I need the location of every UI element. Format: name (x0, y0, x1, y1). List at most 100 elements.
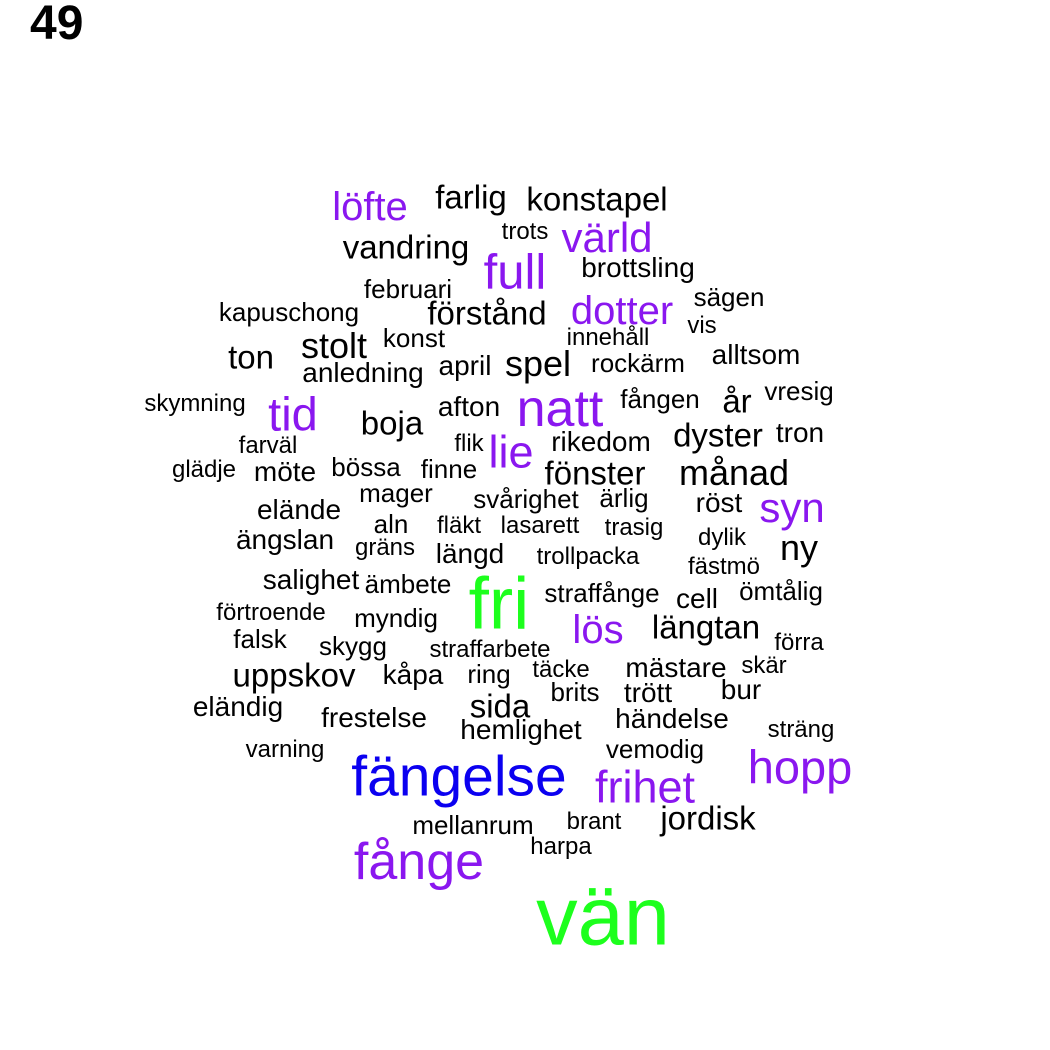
word-56: gräns (354, 534, 416, 561)
word-92: hopp (747, 740, 853, 794)
word-3: trots (501, 218, 549, 245)
word-37: glädje (171, 456, 237, 483)
word-6: full (483, 245, 547, 300)
word-98: fånge (353, 833, 485, 891)
word-93: frihet (594, 761, 696, 813)
word-68: längtan (651, 608, 761, 646)
word-51: lasarett (500, 512, 580, 539)
word-16: stolt (300, 325, 368, 366)
word-69: lös (572, 608, 624, 652)
word-31: dyster (673, 416, 763, 454)
word-24: skymning (144, 390, 246, 417)
word-65: ömtålig (739, 576, 823, 606)
word-99: vän (536, 869, 670, 963)
word-49: aln (373, 509, 409, 539)
word-73: förra (774, 629, 824, 656)
word-94: jordisk (660, 799, 756, 837)
word-84: sida (469, 687, 531, 725)
word-88: sträng (767, 716, 835, 743)
word-91: fängelse (351, 744, 567, 809)
word-70: falsk (233, 624, 287, 654)
word-17: ton (228, 338, 274, 376)
word-11: förstånd (427, 294, 547, 332)
word-29: år (722, 382, 752, 420)
word-30: boja (360, 404, 424, 442)
word-0: löfte (332, 185, 408, 229)
word-62: fri (468, 563, 530, 645)
word-2: konstapel (526, 180, 668, 218)
word-27: natt (516, 380, 604, 438)
word-10: kapuschong (218, 297, 360, 327)
word-13: vis (687, 312, 717, 339)
word-26: afton (437, 391, 501, 422)
word-22: anledning (302, 357, 424, 388)
word-50: fläkt (436, 512, 482, 539)
word-89: varning (245, 736, 325, 763)
word-55: ny (779, 527, 819, 568)
word-23: vresig (764, 376, 834, 406)
word-45: ärlig (599, 483, 649, 513)
word-77: täcke (532, 656, 590, 683)
word-12: dotter (570, 289, 674, 333)
word-87: hemlighet (460, 714, 582, 745)
word-97: harpa (530, 833, 592, 860)
word-52: trasig (604, 514, 664, 541)
word-15: innehåll (566, 324, 650, 351)
word-1: farlig (435, 178, 507, 216)
word-7: brottsling (581, 252, 695, 283)
word-46: elände (256, 494, 342, 525)
word-72: straffarbete (429, 636, 551, 663)
word-61: ämbete (364, 569, 452, 599)
word-75: kåpa (382, 659, 444, 690)
word-9: sägen (693, 282, 765, 312)
word-54: dylik (697, 524, 747, 551)
word-63: straffånge (544, 578, 660, 608)
word-41: fönster (544, 454, 646, 492)
word-39: bössa (331, 452, 401, 482)
word-38: möte (253, 456, 317, 487)
word-18: alltsom (711, 339, 801, 370)
word-95: mellanrum (412, 810, 534, 840)
word-5: vandring (342, 228, 470, 266)
word-90: vemodig (605, 734, 705, 764)
word-67: myndig (354, 603, 438, 633)
word-82: bur (720, 674, 762, 705)
word-28: fången (620, 384, 700, 414)
word-48: syn (759, 484, 825, 531)
word-44: svårighet (473, 484, 579, 514)
word-8: februari (363, 274, 453, 304)
word-59: fästmö (687, 553, 761, 580)
word-35: rikedom (551, 426, 651, 457)
word-58: trollpacka (536, 543, 640, 570)
word-40: finne (420, 454, 478, 484)
word-74: uppskov (232, 656, 356, 694)
word-47: röst (695, 487, 743, 518)
word-33: farväl (238, 432, 298, 459)
word-86: händelse (615, 703, 729, 734)
word-60: salighet (262, 564, 360, 595)
page-number: 49 (30, 0, 84, 50)
word-19: april (438, 350, 492, 381)
word-83: eländig (192, 691, 284, 722)
word-81: trött (623, 677, 673, 708)
word-14: konst (382, 323, 446, 353)
word-20: spel (504, 343, 572, 384)
word-64: cell (675, 583, 719, 614)
word-76: ring (467, 659, 511, 689)
word-43: mager (359, 478, 433, 508)
word-25: tid (268, 387, 318, 441)
word-34: flik (454, 430, 484, 457)
word-53: ängslan (235, 524, 335, 555)
word-32: tron (775, 417, 825, 448)
word-57: längd (435, 538, 505, 569)
word-96: brant (566, 808, 622, 835)
word-42: månad (678, 452, 790, 493)
word-66: förtroende (216, 599, 326, 626)
word-21: rockärm (591, 348, 685, 378)
word-36: lie (488, 426, 534, 478)
word-79: skär (741, 652, 787, 679)
word-80: brits (550, 677, 600, 707)
word-71: skygg (319, 631, 387, 661)
word-78: mästare (625, 652, 727, 683)
